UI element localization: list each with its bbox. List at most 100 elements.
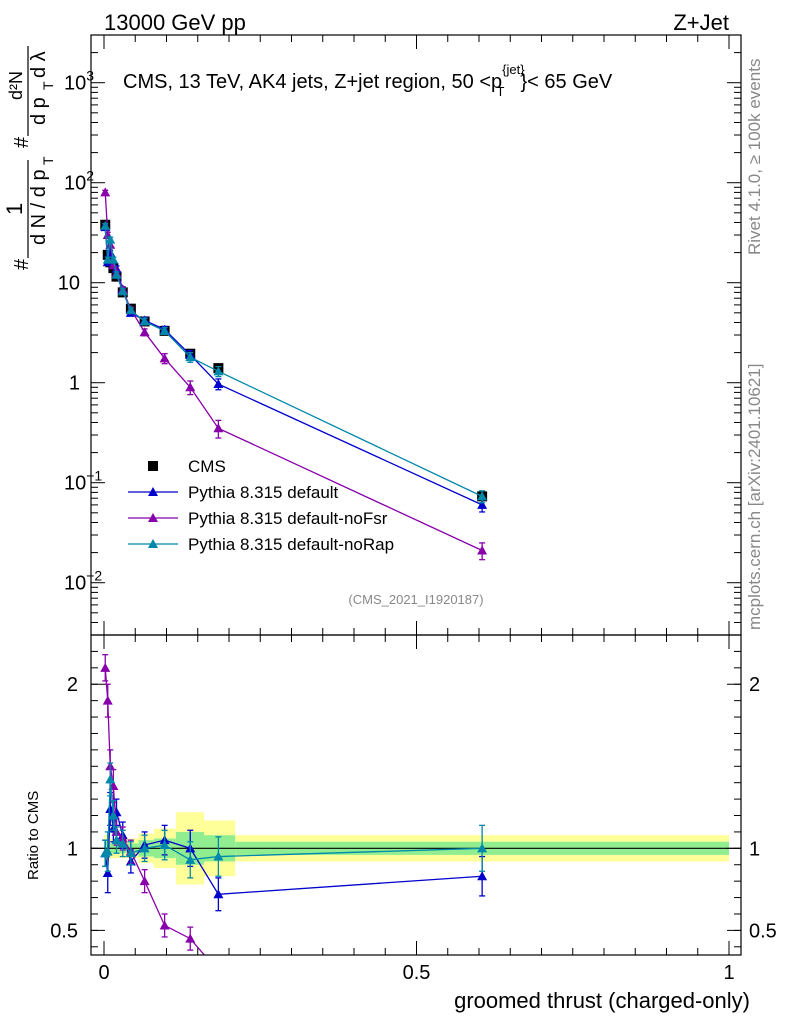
ratio-panel: 0.5 0.5 1 1 2 2 0 0.5 1 [50,634,777,984]
ratio-point-1 [159,920,170,930]
ratio-ytick-label-right: 2 [749,674,760,696]
ratio-point-2 [117,838,128,848]
series-point-2 [477,545,488,555]
main-title: CMS, 13 TeV, AK4 jets, Z+jet region, 50 … [123,62,613,99]
analysis-tag: (CMS_2021_I1920187) [348,592,483,607]
ylabel-hash1: # [11,258,33,270]
main-ytick-exp: −1 [86,468,102,484]
series-point-3 [117,286,128,296]
series-point-2 [159,353,170,363]
ylabel-d2N: d²N [6,71,26,100]
ylabel-one: 1 [2,203,27,215]
legend-marker-cms [148,461,158,471]
main-y-axis-label: # 1 d N / d p T # d²N d p T d λ [2,46,56,270]
series-point-2 [185,382,196,392]
ratio-point-2 [125,848,136,858]
series-point-3 [213,366,224,376]
main-ytick-base: 10 [64,473,86,495]
series-point-2 [108,260,119,270]
ratio-point-2 [111,835,122,845]
x-tick-label: 0.5 [403,962,431,984]
main-ytick-exp: 2 [86,168,94,184]
ratio-ytick-label: 1 [67,838,78,860]
ratio-point-2 [185,854,196,864]
main-ytick-label: 103 [64,68,94,95]
ylabel-dN: d N / d p [28,169,50,245]
header-right: Z+Jet [673,10,729,35]
title-sub: T [497,84,505,99]
header-left: 13000 GeV pp [104,10,246,35]
x-axis-label: groomed thrust (charged-only) [454,988,750,1013]
main-ytick-label: 10−1 [64,468,102,495]
x-tick-label: 0 [98,962,109,984]
ratio-point-1 [185,933,196,943]
ratio-point-0 [477,871,488,881]
ratio-point-1 [477,960,487,969]
main-ytick-label: 1 [69,373,80,395]
legend-marker [148,539,158,548]
series-point-3 [125,305,136,315]
ratio-point-2 [213,851,224,861]
title-part-b: }< 65 GeV [521,71,613,93]
series-point-2 [139,327,150,337]
legend-label: CMS [188,457,226,476]
legend-label: Pythia 8.315 default [188,483,339,502]
x-tick-label: 1 [723,962,734,984]
ratio-point-2 [159,840,170,850]
main-plot-area [100,187,488,561]
ratio-ytick-label-right: 0.5 [749,920,777,942]
ratio-point-1 [213,966,223,975]
main-ytick-base: 10 [64,573,86,595]
legend-marker [148,513,158,522]
main-ytick-exp: 3 [86,68,94,84]
ylabel-T1: T [40,156,56,165]
series-point-3 [159,325,170,335]
ratio-plot-area [91,654,741,975]
ratio-ytick-label: 2 [67,674,78,696]
ylabel-T2: T [40,81,56,90]
main-ytick-label: 10 [58,273,80,295]
ratio-point-0 [102,867,113,877]
main-ytick-exp: −2 [86,568,102,584]
title-sup: {jet} [502,62,525,77]
series-point-3 [111,269,122,279]
series-point-3 [477,491,488,501]
ratio-point-2 [139,843,150,853]
series-point-3 [185,352,196,362]
series-point-2 [100,187,111,197]
main-ytick-label: 10−2 [64,568,102,595]
title-part-a: CMS, 13 TeV, AK4 jets, Z+jet region, 50 … [123,71,502,93]
main-ytick-label: 102 [64,168,94,195]
legend-label: Pythia 8.315 default-noFsr [188,509,388,528]
ratio-frame [90,634,742,956]
ratio-point-1 [100,662,111,672]
series-point-3 [105,234,116,244]
ratio-point-2 [102,846,113,856]
ratio-point-0 [213,889,224,899]
series-point-3 [100,220,111,230]
series-point-1 [477,499,488,509]
ratio-point-1 [102,695,113,705]
ratio-point-2 [477,843,488,853]
series-point-3 [108,254,119,264]
series-point-3 [139,316,150,326]
ylabel-hash2: # [11,136,33,148]
legend-marker [148,487,158,496]
mcplots-info: mcplots.cern.ch [arXiv:2401.10621] [745,364,764,630]
main-ytick-base: 10 [64,173,86,195]
ylabel-dpt: d p [28,97,50,125]
ratio-point-2 [105,774,116,784]
main-ytick-base: 10 [64,73,86,95]
ratio-ytick-label: 0.5 [50,920,78,942]
ratio-y-label: Ratio to CMS [25,791,42,880]
ratio-point-1 [139,876,150,886]
rivet-info: Rivet 4.1.0, ≥ 100k events [745,59,764,255]
series-point-2 [213,423,224,433]
ratio-point-2 [108,810,119,820]
ylabel-dl: d λ [28,51,50,78]
legend: CMS Pythia 8.315 default Pythia 8.315 defa… [128,457,394,554]
legend-label: Pythia 8.315 default-noRap [188,535,394,554]
series-point-1 [213,379,224,389]
